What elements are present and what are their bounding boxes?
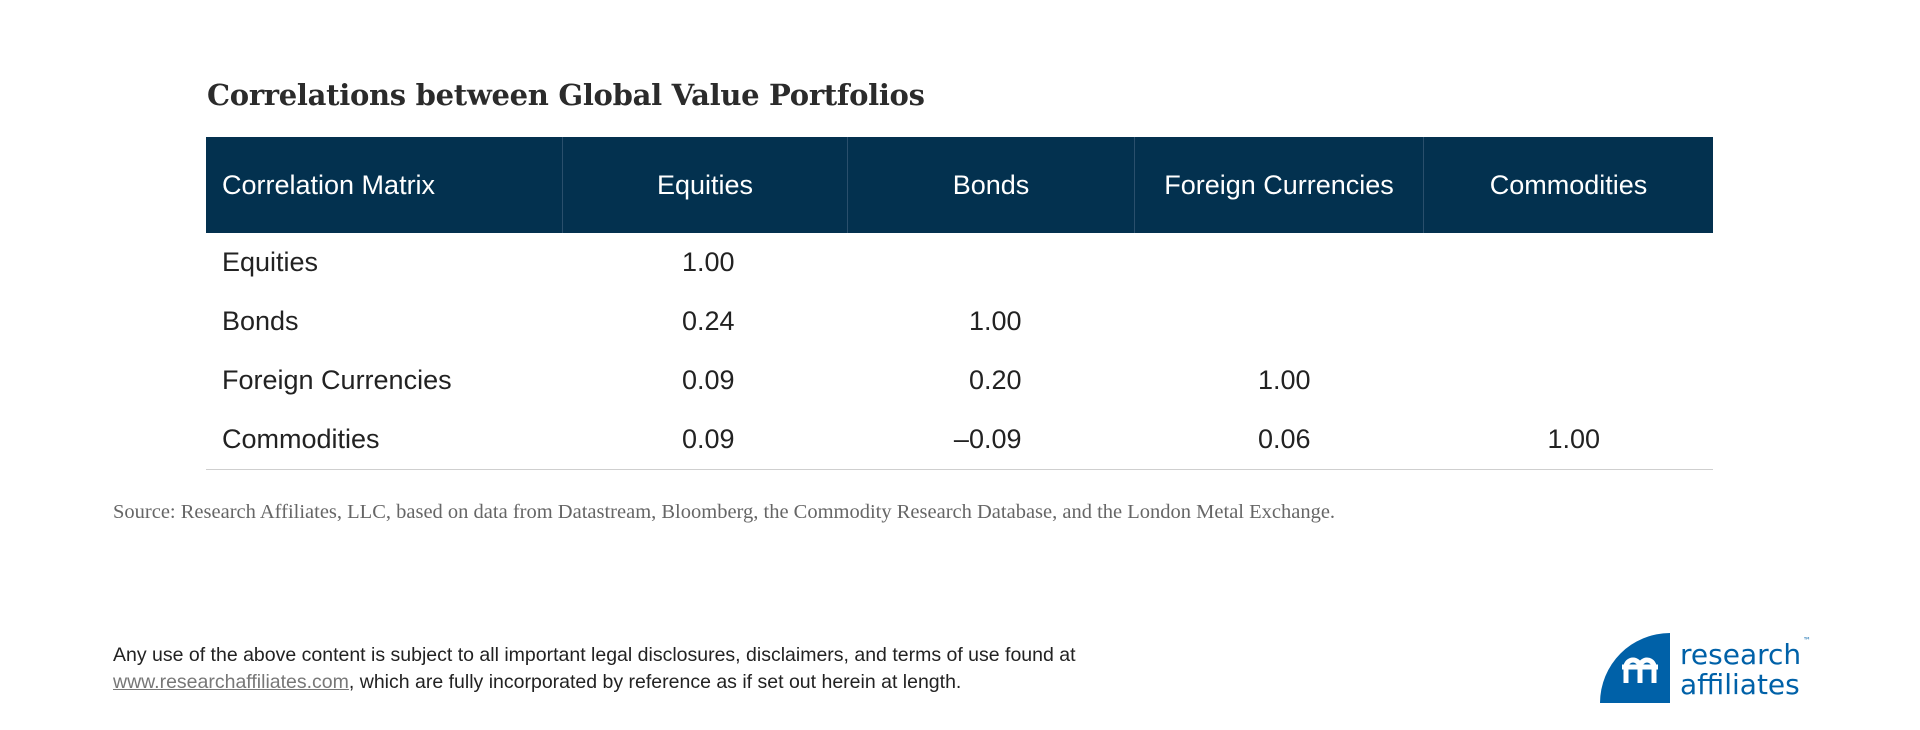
header-foreign-currencies: Foreign Currencies	[1134, 137, 1424, 233]
cell: 0.09	[562, 410, 848, 470]
logo-tm: ™	[1803, 636, 1811, 645]
correlation-table: Correlation Matrix Equities Bonds Foreig…	[206, 137, 1713, 470]
website-link[interactable]: www.researchaffiliates.com	[113, 671, 349, 693]
cell	[1424, 351, 1714, 410]
cell: 1.00	[968, 306, 1022, 336]
header-bonds: Bonds	[847, 137, 1135, 233]
cell: 1.00	[1257, 365, 1311, 395]
disclaimer-line-2: www.researchaffiliates.com, which are fu…	[113, 669, 1076, 696]
row-label: Equities	[222, 247, 319, 277]
cell: 0.09	[681, 365, 735, 395]
disclaimer-line-1: Any use of the above content is subject …	[113, 644, 1076, 666]
cell	[1135, 233, 1424, 292]
cell: 1.00	[1423, 410, 1713, 470]
table-header-row: Correlation Matrix Equities Bonds Foreig…	[206, 137, 1713, 233]
cell: 0.06	[1134, 410, 1424, 470]
table-row: Bonds 0.24 1.00	[206, 292, 1713, 351]
row-label: Bonds	[222, 306, 299, 336]
disclaimer: Any use of the above content is subject …	[113, 642, 1076, 696]
logo-text-line2: affiliates	[1680, 668, 1800, 701]
row-label: Foreign Currencies	[222, 365, 452, 395]
chart-title: Correlations between Global Value Portfo…	[207, 78, 925, 112]
cell	[848, 233, 1135, 292]
research-affiliates-logo: research affiliates ™	[1598, 631, 1813, 703]
disclaimer-line-2-text: , which are fully incorporated by refere…	[348, 671, 962, 693]
table-row: Commodities 0.09 –0.09 0.06 1.00	[206, 410, 1713, 470]
header-commodities: Commodities	[1423, 137, 1713, 233]
cell: –0.09	[847, 410, 1135, 470]
cell: 0.24	[681, 306, 735, 336]
cell	[1424, 292, 1714, 351]
cell: 1.00	[681, 247, 735, 277]
header-equities: Equities	[562, 137, 848, 233]
header-correlation-matrix: Correlation Matrix	[206, 137, 563, 233]
table-row: Equities 1.00	[206, 233, 1713, 292]
table-row: Foreign Currencies 0.09 0.20 1.00	[206, 351, 1713, 410]
logo-mark-icon: research affiliates ™	[1600, 633, 1811, 703]
cell	[1135, 292, 1424, 351]
logo-text-line1: research	[1680, 638, 1801, 671]
source-note: Source: Research Affiliates, LLC, based …	[113, 501, 1336, 523]
row-label: Commodities	[206, 410, 563, 470]
cell	[1424, 233, 1714, 292]
cell: 0.20	[968, 365, 1022, 395]
